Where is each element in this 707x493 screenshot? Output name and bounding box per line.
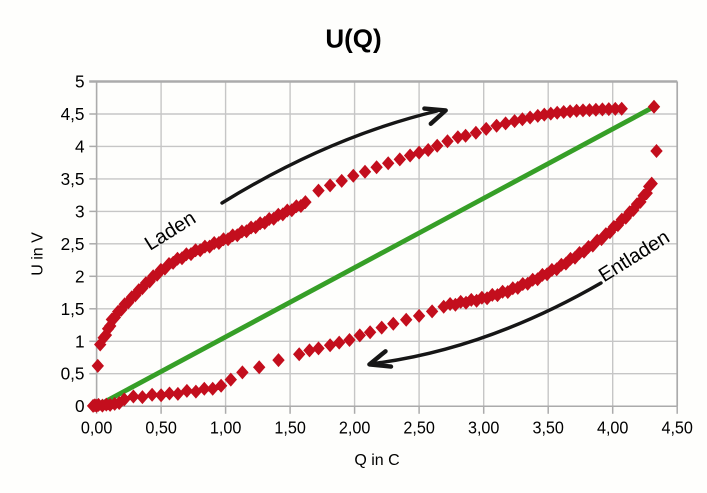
svg-text:2: 2 (75, 266, 85, 286)
svg-text:4,5: 4,5 (61, 104, 85, 124)
svg-text:U(Q): U(Q) (325, 24, 381, 54)
svg-text:4,00: 4,00 (597, 417, 629, 437)
svg-text:0,50: 0,50 (145, 417, 177, 437)
svg-text:0,00: 0,00 (81, 417, 113, 437)
svg-text:0: 0 (75, 396, 85, 416)
svg-text:0,5: 0,5 (61, 364, 85, 384)
svg-text:2,5: 2,5 (61, 234, 85, 254)
svg-text:1,5: 1,5 (61, 299, 85, 319)
svg-text:5: 5 (75, 72, 85, 92)
svg-text:4,50: 4,50 (661, 417, 693, 437)
svg-text:1,50: 1,50 (274, 417, 306, 437)
svg-text:U in V: U in V (30, 232, 47, 276)
svg-text:2,00: 2,00 (339, 417, 371, 437)
svg-text:3: 3 (75, 201, 85, 221)
svg-text:2,50: 2,50 (403, 417, 435, 437)
svg-text:3,50: 3,50 (532, 417, 564, 437)
svg-text:3,00: 3,00 (468, 417, 500, 437)
svg-text:Q in C: Q in C (354, 452, 399, 469)
svg-text:1: 1 (75, 331, 85, 351)
svg-text:4: 4 (75, 136, 85, 156)
svg-text:3,5: 3,5 (61, 169, 85, 189)
svg-text:1,00: 1,00 (210, 417, 242, 437)
